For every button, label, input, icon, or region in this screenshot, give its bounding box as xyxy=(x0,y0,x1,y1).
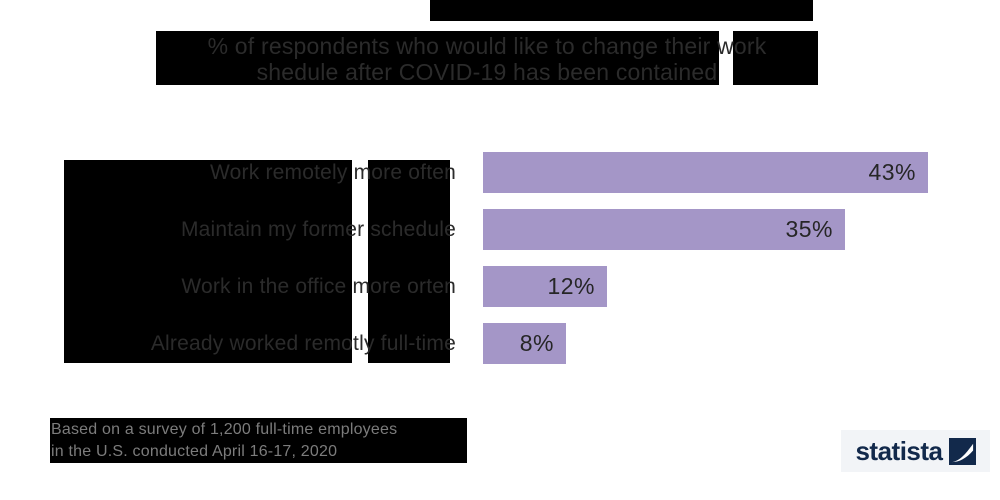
statista-logo: statista xyxy=(841,430,990,472)
chart-title-line1: % of respondents who would like to chang… xyxy=(207,33,767,59)
bar-value-label: 35% xyxy=(785,216,833,242)
statista-logo-mark-icon xyxy=(948,437,976,465)
category-label: Work in the office more orten xyxy=(181,274,456,298)
source-note: Based on a survey of 1,200 full-time emp… xyxy=(51,419,397,462)
redaction-labels-right xyxy=(368,160,450,363)
chart-title: % of respondents who would like to chang… xyxy=(156,33,818,85)
source-note-line2: in the U.S. conducted April 16-17, 2020 xyxy=(51,442,338,460)
redaction-title-left xyxy=(156,31,719,85)
redaction-labels-left xyxy=(64,160,352,363)
chart-title-line2: shedule after COVID-19 has been containe… xyxy=(256,59,718,85)
chart-row: Work remotely more often 43% xyxy=(0,152,1000,193)
category-label: Maintain my former schedule xyxy=(180,217,456,241)
redaction-top-bar xyxy=(430,0,813,21)
bar: 43% xyxy=(483,152,928,193)
bar-value-label: 43% xyxy=(868,159,916,185)
bar-value-label: 8% xyxy=(519,330,554,356)
chart-row: Already worked remotly full-time 8% xyxy=(0,323,1000,364)
statista-logo-text: statista xyxy=(855,436,943,466)
redaction-title-right xyxy=(733,31,818,85)
source-note-line1: Based on a survey of 1,200 full-time emp… xyxy=(51,421,398,438)
bar-value-label: 12% xyxy=(547,273,595,299)
redaction-footer xyxy=(50,418,467,463)
bar: 8% xyxy=(483,323,566,364)
bar: 12% xyxy=(483,266,607,307)
bar: 35% xyxy=(483,209,845,250)
category-label: Work remotely more often xyxy=(210,160,456,184)
chart-row: Work in the office more orten 12% xyxy=(0,266,1000,307)
category-label: Already worked remotly full-time xyxy=(150,331,456,355)
chart-row: Maintain my former schedule 35% xyxy=(0,209,1000,250)
